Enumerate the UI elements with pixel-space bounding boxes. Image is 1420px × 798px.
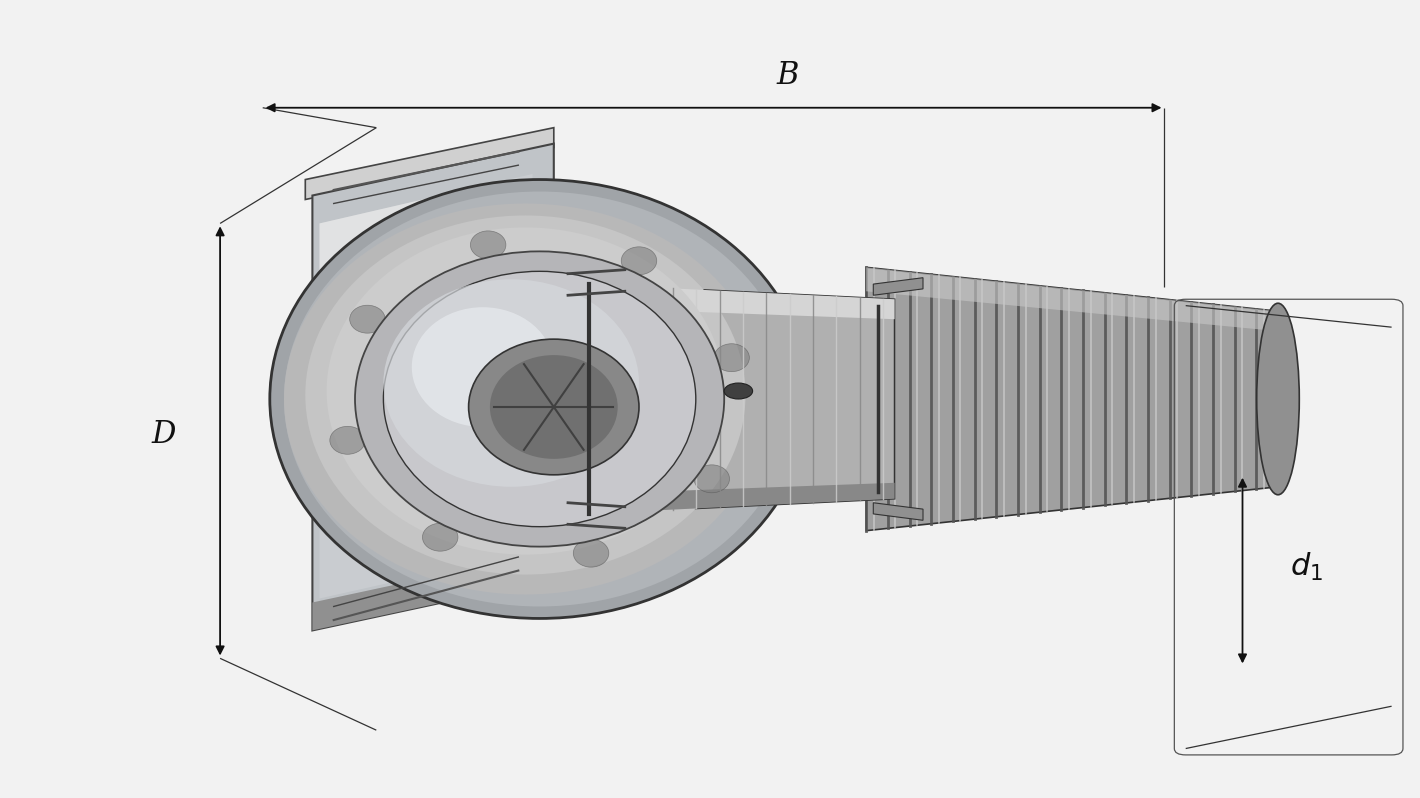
Polygon shape: [866, 267, 1278, 331]
Ellipse shape: [284, 203, 767, 595]
Text: D: D: [151, 420, 176, 450]
Polygon shape: [873, 503, 923, 520]
Text: $d_1$: $d_1$: [1289, 551, 1323, 583]
Ellipse shape: [470, 231, 506, 259]
Polygon shape: [568, 483, 895, 515]
Polygon shape: [320, 196, 440, 279]
Ellipse shape: [383, 279, 639, 487]
Ellipse shape: [270, 180, 809, 618]
Ellipse shape: [469, 339, 639, 475]
Polygon shape: [873, 278, 923, 295]
Ellipse shape: [622, 247, 656, 275]
Polygon shape: [305, 128, 554, 200]
Ellipse shape: [329, 426, 365, 454]
Ellipse shape: [305, 215, 746, 575]
Ellipse shape: [490, 355, 618, 459]
Ellipse shape: [694, 465, 730, 493]
Ellipse shape: [355, 251, 724, 547]
Ellipse shape: [383, 271, 696, 527]
Circle shape: [724, 383, 753, 399]
Polygon shape: [312, 551, 554, 630]
Polygon shape: [568, 283, 895, 515]
Polygon shape: [568, 283, 895, 319]
Ellipse shape: [412, 307, 554, 427]
Ellipse shape: [574, 539, 609, 567]
Ellipse shape: [349, 306, 385, 334]
Ellipse shape: [1257, 303, 1299, 495]
Text: B: B: [777, 61, 799, 91]
Polygon shape: [320, 174, 532, 598]
Polygon shape: [312, 144, 554, 630]
Ellipse shape: [423, 523, 457, 551]
Ellipse shape: [714, 344, 750, 372]
Polygon shape: [866, 267, 1278, 531]
Ellipse shape: [284, 192, 795, 606]
Ellipse shape: [327, 227, 724, 555]
